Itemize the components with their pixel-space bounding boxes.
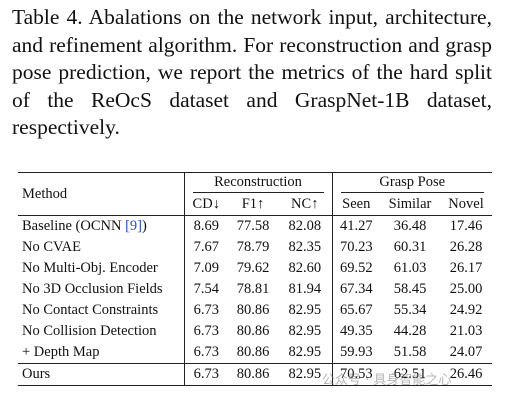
column-header: Similar — [388, 196, 432, 212]
value-cell: 79.62 — [236, 260, 270, 276]
value-cell: 80.86 — [228, 363, 278, 386]
table-row: No Contact Constraints 6.73 80.86 82.95 65.6… — [18, 300, 492, 321]
caption-text: Abalations on the network input, archite… — [12, 5, 492, 139]
value-cell: 77.58 — [228, 215, 278, 237]
method-name: No Collision Detection — [22, 323, 157, 339]
value-cell: 7.67 — [183, 237, 228, 258]
value-cell: 24.92 — [449, 302, 483, 318]
method-cell: No 3D Occlusion Fields — [18, 279, 184, 300]
value-cell: 25.00 — [449, 281, 483, 297]
value-cell: 58.45 — [393, 281, 427, 297]
value-cell: 82.95 — [278, 363, 332, 386]
column-header: Seen — [331, 194, 380, 216]
table-row: Baseline (OCNN [9]) 8.69 77.58 82.08 41.27 36… — [18, 215, 492, 237]
citation: [9] — [125, 218, 143, 234]
value-cell: 49.35 — [331, 321, 380, 342]
header-row: CD↓ F1↑ NC↑ Seen Similar Novel — [18, 194, 492, 216]
value-cell: 80.86 — [236, 302, 270, 318]
value-cell: 7.54 — [183, 279, 228, 300]
value-cell: 65.67 — [331, 300, 380, 321]
value-cell: 82.95 — [288, 302, 322, 318]
value-cell: 6.73 — [183, 342, 228, 364]
value-cell: 81.94 — [288, 281, 322, 297]
value-cell: 44.28 — [393, 323, 427, 339]
value-cell: 17.46 — [440, 215, 492, 237]
value-cell: 82.08 — [278, 215, 332, 237]
method-name: Baseline (OCNN — [22, 218, 126, 234]
value-cell: 7.09 — [183, 258, 228, 279]
method-cell: No Contact Constraints — [18, 300, 184, 321]
value-cell: 62.51 — [380, 363, 440, 386]
ablation-table: Method Reconstruction Grasp Pose CD↓ F1↑ NC↑ S… — [18, 172, 492, 386]
value-cell: 6.73 — [183, 321, 228, 342]
value-cell: 70.23 — [331, 237, 380, 258]
value-cell: 26.28 — [449, 239, 483, 255]
value-cell: 80.86 — [236, 344, 270, 360]
value-cell: 78.81 — [236, 281, 270, 297]
value-cell: 26.17 — [449, 260, 483, 276]
method-cell: No CVAE — [18, 237, 184, 258]
value-cell: 60.31 — [393, 239, 427, 255]
method-name: No CVAE — [22, 239, 81, 255]
method-header: Method — [18, 172, 184, 216]
value-cell: 67.34 — [331, 279, 380, 300]
column-header: Novel — [448, 196, 484, 212]
value-cell: 82.35 — [288, 239, 322, 255]
value-cell: 6.73 — [183, 300, 228, 321]
table-row: Ours 6.73 80.86 82.95 70.53 62.51 26.46 — [18, 363, 492, 386]
table-row: + Depth Map 6.73 80.86 82.95 59.93 51.58 24.07 — [18, 342, 492, 364]
method-name: No 3D Occlusion Fields — [22, 281, 163, 297]
value-cell: 82.60 — [288, 260, 322, 276]
group-header-cell: Reconstruction — [183, 172, 332, 194]
value-cell: 8.69 — [183, 215, 228, 237]
table-row: No Multi-Obj. Encoder 7.09 79.62 82.60 69.52… — [18, 258, 492, 279]
value-cell: 70.53 — [331, 363, 380, 386]
header-row: Method Reconstruction Grasp Pose — [18, 172, 492, 216]
caption-label: Table 4. — [12, 5, 83, 29]
method-cell: + Depth Map — [18, 342, 184, 364]
value-cell: 6.73 — [183, 363, 228, 386]
watermark: 公众号 · 具身智能之心 — [322, 373, 452, 388]
value-cell: 21.03 — [449, 323, 483, 339]
group-header-cell: Grasp Pose — [331, 172, 492, 194]
value-cell: 59.93 — [331, 342, 380, 364]
table-row: No Collision Detection 6.73 80.86 82.95 49.3… — [18, 321, 492, 342]
group-header: Reconstruction — [192, 174, 324, 193]
method-cell: Baseline (OCNN [9]) — [18, 215, 184, 237]
method-name: No Multi-Obj. Encoder — [22, 260, 158, 276]
value-cell: 26.46 — [440, 363, 492, 386]
column-header: F1↑ — [241, 196, 265, 212]
value-cell: 61.03 — [393, 260, 427, 276]
method-cell: No Multi-Obj. Encoder — [18, 258, 184, 279]
table-row: No 3D Occlusion Fields 7.54 78.81 81.94 67.3… — [18, 279, 492, 300]
method-cell: No Collision Detection — [18, 321, 184, 342]
method-name: + Depth Map — [22, 344, 100, 360]
value-cell: 78.79 — [236, 239, 270, 255]
caption: Table 4. Abalations on the network input… — [12, 4, 492, 142]
group-header: Grasp Pose — [340, 174, 484, 193]
column-header: NC↑ — [291, 196, 319, 212]
value-cell: 24.07 — [449, 344, 483, 360]
value-cell: 51.58 — [393, 344, 427, 360]
value-cell: 69.52 — [331, 258, 380, 279]
value-cell: 41.27 — [331, 215, 380, 237]
method-cell: Ours — [18, 363, 184, 386]
value-cell: 80.86 — [236, 323, 270, 339]
method-name: Ours — [22, 366, 51, 382]
value-cell: 82.95 — [288, 344, 322, 360]
column-header: CD↓ — [183, 194, 228, 216]
method-suffix: ) — [142, 218, 147, 234]
value-cell: 82.95 — [288, 323, 322, 339]
value-cell: 55.34 — [393, 302, 427, 318]
method-name: No Contact Constraints — [22, 302, 159, 318]
value-cell: 36.48 — [380, 215, 440, 237]
table-row: No CVAE 7.67 78.79 82.35 70.23 60.31 26.28 — [18, 237, 492, 258]
